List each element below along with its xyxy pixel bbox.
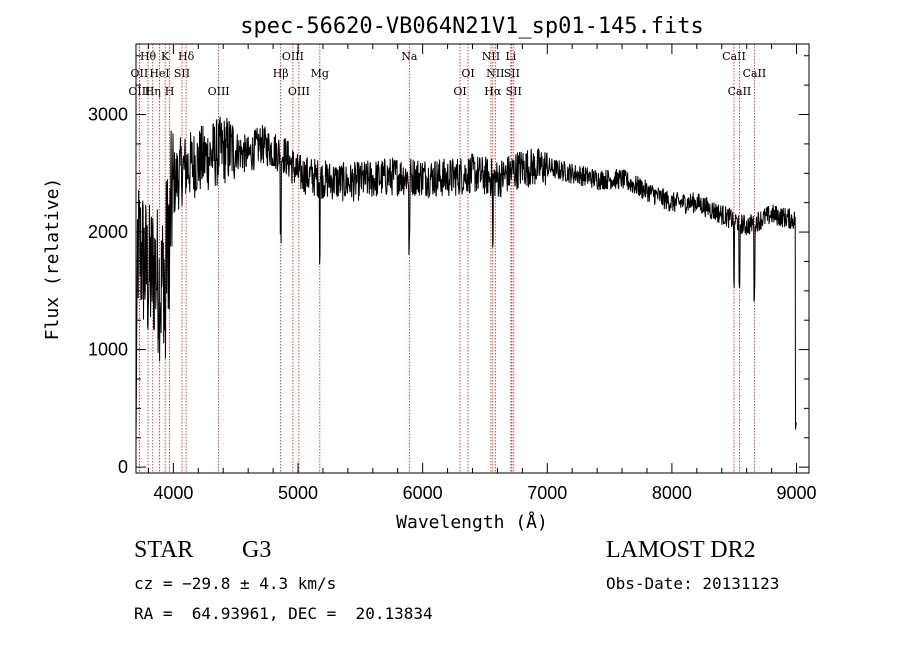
spectral-line-label: OIII (288, 85, 310, 98)
spectral-line-label: Hδ (178, 50, 195, 63)
y-tick-label: 0 (118, 457, 128, 477)
spectral-line-label: OII (131, 67, 149, 80)
survey-name: LAMOST DR2 (606, 537, 756, 563)
spectral-line-label: Hα (484, 85, 502, 98)
spectral-line-label: K (161, 50, 170, 63)
spectral-line-label: SII (504, 67, 520, 80)
ra-dec-coordinates: RA = 64.93961, DEC = 20.13834 (134, 604, 433, 623)
spectral-line-label: OI (453, 85, 466, 98)
x-tick-label: 6000 (403, 483, 443, 503)
spectrum-series (135, 116, 797, 444)
chart-title: spec-56620-VB064N21V1_sp01-145.fits (240, 14, 704, 39)
x-tick-label: 5000 (278, 483, 318, 503)
spectral-line-label: SII (174, 67, 190, 80)
spectral-line-label: NII (486, 67, 504, 80)
spectral-line-label: CaII (722, 50, 746, 63)
redshift-cz: cz = −29.8 ± 4.3 km/s (134, 574, 337, 593)
spectral-line-label: OIII (282, 50, 304, 63)
x-tick-label: 7000 (527, 483, 567, 503)
spectral-line-label: Na (401, 50, 418, 63)
y-tick-label: 1000 (88, 340, 128, 360)
spectral-line-label: OI (461, 67, 474, 80)
x-tick-label: 9000 (777, 483, 817, 503)
spectral-line-label: Li (505, 50, 516, 63)
y-axis-label: Flux (relative) (42, 178, 63, 341)
spectrum-layer (135, 116, 797, 444)
x-tick-label: 4000 (153, 483, 193, 503)
spectral-line-label: Hθ (140, 50, 157, 63)
spectral-line-label: OIII (208, 85, 230, 98)
x-tick-label: 8000 (652, 483, 692, 503)
spectral-line-label: H (165, 85, 175, 98)
x-axis: 4000 5000 6000 7000 8000 9000 (147, 44, 817, 503)
spectral-line-label: CaII (743, 67, 767, 80)
spectral-line-label: HeI (149, 67, 169, 80)
spectral-line-label: Hη (145, 85, 161, 98)
plot-frame (135, 43, 810, 474)
spectral-line-label: SII (506, 85, 522, 98)
obs-date: Obs-Date: 20131123 (606, 574, 780, 593)
spectral-line-label: OIII (128, 85, 150, 98)
spectral-line-label: NII (482, 50, 500, 63)
spectral-line-label: CaII (728, 85, 752, 98)
y-tick-label: 3000 (88, 105, 128, 125)
y-tick-label: 2000 (88, 222, 128, 242)
x-axis-label: Wavelength (Å) (396, 511, 548, 533)
spectral-line-label: Hβ (273, 67, 289, 80)
spectral-line-label: Mg (311, 67, 329, 80)
y-axis: 0 1000 2000 3000 (88, 55, 809, 477)
object-class: STAR (134, 537, 194, 563)
object-subclass: G3 (242, 537, 272, 563)
